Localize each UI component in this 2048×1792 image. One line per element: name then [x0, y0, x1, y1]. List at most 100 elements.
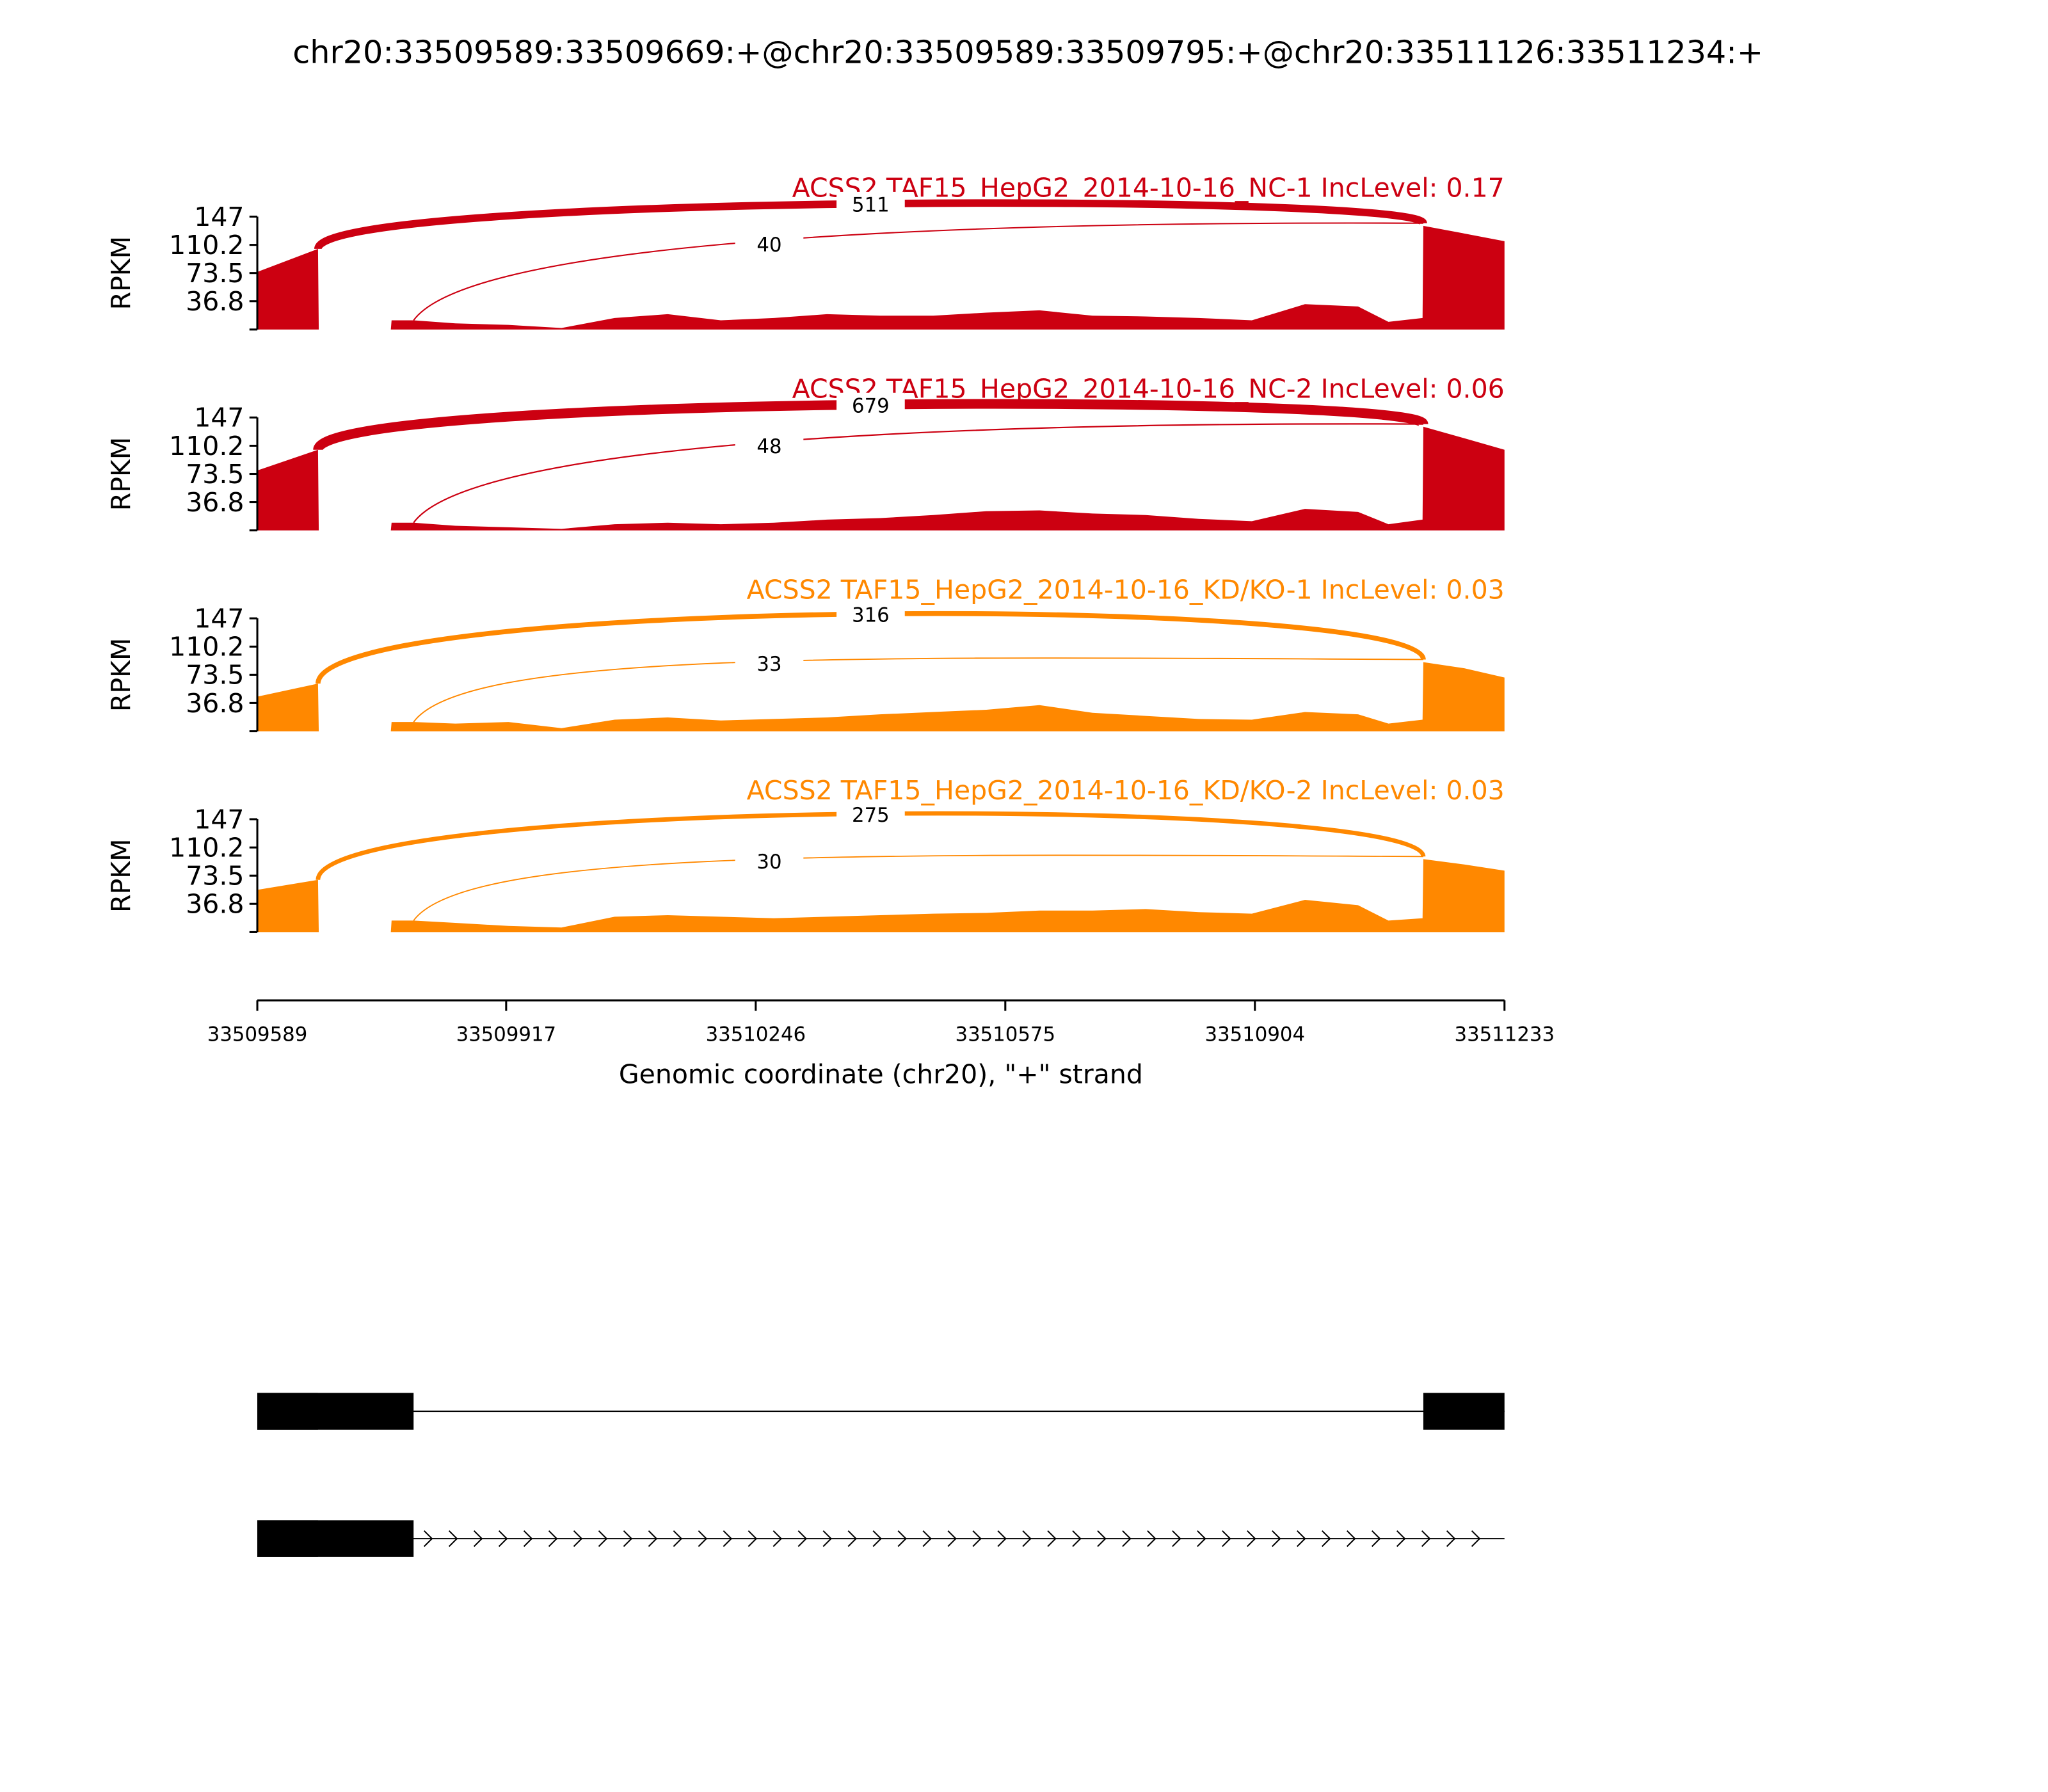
- y-tick-label: 147: [194, 202, 244, 232]
- strand-arrow: [1047, 1530, 1057, 1548]
- y-tick-label: 110.2: [169, 230, 244, 260]
- junction-label-bg: [735, 849, 804, 872]
- strand-arrow: [648, 1530, 658, 1548]
- strand-arrow: [1446, 1530, 1456, 1548]
- strand-arrow: [1222, 1530, 1231, 1548]
- strand-arrow: [1147, 1530, 1156, 1548]
- coverage-area: [257, 859, 1505, 932]
- junction-label-bg: [836, 801, 905, 826]
- y-tick-label: 36.8: [186, 889, 244, 920]
- strand-arrow: [997, 1530, 1007, 1548]
- x-axis-label: Genomic coordinate (chr20), "+" strand: [619, 1059, 1143, 1089]
- panel-label: ACSS2 TAF15_HepG2_2014-10-16_KD/KO-2 Inc…: [747, 775, 1505, 806]
- junction-label: 33: [756, 653, 781, 676]
- strand-arrow: [847, 1530, 857, 1548]
- junction-label: 40: [756, 234, 781, 257]
- junction-label: 511: [852, 194, 890, 217]
- strand-arrow: [822, 1530, 832, 1548]
- y-tick-label: 73.5: [186, 660, 244, 691]
- strand-arrow: [473, 1530, 483, 1548]
- strand-arrow: [872, 1530, 882, 1548]
- junction-arc: [413, 854, 1423, 921]
- strand-arrow: [1122, 1530, 1132, 1548]
- junction-label: 48: [756, 435, 781, 458]
- strand-arrow: [723, 1530, 733, 1548]
- strand-arrow: [1072, 1530, 1082, 1548]
- junction-arc: [413, 222, 1423, 321]
- y-tick-label: 36.8: [186, 286, 244, 317]
- strand-arrow: [523, 1530, 533, 1548]
- y-tick-label: 73.5: [186, 861, 244, 892]
- strand-arrow: [1172, 1530, 1181, 1548]
- strand-arrow: [448, 1530, 458, 1548]
- x-tick-label: 33510246: [706, 1023, 806, 1046]
- junction-label-bg: [836, 602, 905, 626]
- strand-arrow: [947, 1530, 957, 1548]
- y-axis-label: RPKM: [106, 838, 136, 913]
- strand-arrow: [1346, 1530, 1356, 1548]
- strand-arrow: [1197, 1530, 1206, 1548]
- y-tick-label: 110.2: [169, 632, 244, 662]
- strand-arrow: [1371, 1530, 1381, 1548]
- strand-arrow: [1321, 1530, 1331, 1548]
- x-tick-label: 33509589: [207, 1023, 308, 1046]
- exon: [257, 1393, 414, 1430]
- panel-label: ACSS2 TAF15_HepG2_2014-10-16_NC-1 IncLev…: [792, 173, 1505, 204]
- strand-arrow: [1022, 1530, 1032, 1548]
- exon: [1423, 1393, 1505, 1430]
- panel-label: ACSS2 TAF15_HepG2_2014-10-16_KD/KO-1 Inc…: [747, 574, 1505, 605]
- strand-arrow: [772, 1530, 783, 1548]
- strand-arrow: [1097, 1530, 1107, 1548]
- junction-label-bg: [836, 392, 905, 417]
- strand-arrow: [573, 1530, 583, 1548]
- strand-arrow: [1421, 1530, 1431, 1548]
- junction-label-bg: [735, 651, 804, 675]
- strand-arrow: [498, 1530, 508, 1548]
- x-tick-label: 33510575: [956, 1023, 1056, 1046]
- x-tick-label: 33511233: [1455, 1023, 1555, 1046]
- y-axis-label: RPKM: [106, 638, 136, 712]
- coverage-area: [257, 225, 1505, 330]
- y-tick-label: 73.5: [186, 258, 244, 289]
- coverage-area: [257, 426, 1505, 531]
- y-axis-label: RPKM: [106, 437, 136, 511]
- junction-label: 316: [852, 604, 890, 627]
- strand-arrow: [623, 1530, 633, 1548]
- junction-label: 679: [852, 395, 890, 418]
- x-tick-label: 33510904: [1205, 1023, 1306, 1046]
- exon: [257, 1520, 414, 1557]
- strand-arrow: [1471, 1530, 1481, 1548]
- y-tick-label: 36.8: [186, 688, 244, 719]
- y-axis-label: RPKM: [106, 236, 136, 310]
- strand-arrow: [598, 1530, 608, 1548]
- strand-arrow: [1272, 1530, 1281, 1548]
- coverage-area: [257, 662, 1505, 732]
- y-tick-label: 110.2: [169, 431, 244, 461]
- junction-label-bg: [735, 433, 804, 458]
- junction-arc: [413, 423, 1423, 524]
- junction-label: 275: [852, 804, 890, 827]
- chart-title: chr20:33509589:33509669:+@chr20:33509589…: [292, 33, 1763, 70]
- strand-arrow: [423, 1530, 433, 1548]
- panel-label: ACSS2 TAF15_HepG2_2014-10-16_NC-2 IncLev…: [792, 374, 1505, 404]
- junction-arc: [413, 657, 1423, 723]
- strand-arrow: [748, 1530, 758, 1548]
- strand-arrow: [1396, 1530, 1406, 1548]
- strand-arrow: [1247, 1530, 1256, 1548]
- junction-label: 30: [756, 851, 781, 874]
- y-tick-label: 147: [194, 804, 244, 835]
- junction-label-bg: [836, 191, 905, 216]
- strand-arrow: [922, 1530, 932, 1548]
- y-tick-label: 73.5: [186, 459, 244, 490]
- y-tick-label: 36.8: [186, 487, 244, 518]
- y-tick-label: 147: [194, 604, 244, 634]
- strand-arrow: [797, 1530, 808, 1548]
- strand-arrow: [897, 1530, 907, 1548]
- strand-arrow: [673, 1530, 683, 1548]
- strand-arrow: [548, 1530, 558, 1548]
- y-tick-label: 110.2: [169, 833, 244, 863]
- strand-arrow: [972, 1530, 982, 1548]
- strand-arrow: [698, 1530, 708, 1548]
- strand-arrow: [1297, 1530, 1306, 1548]
